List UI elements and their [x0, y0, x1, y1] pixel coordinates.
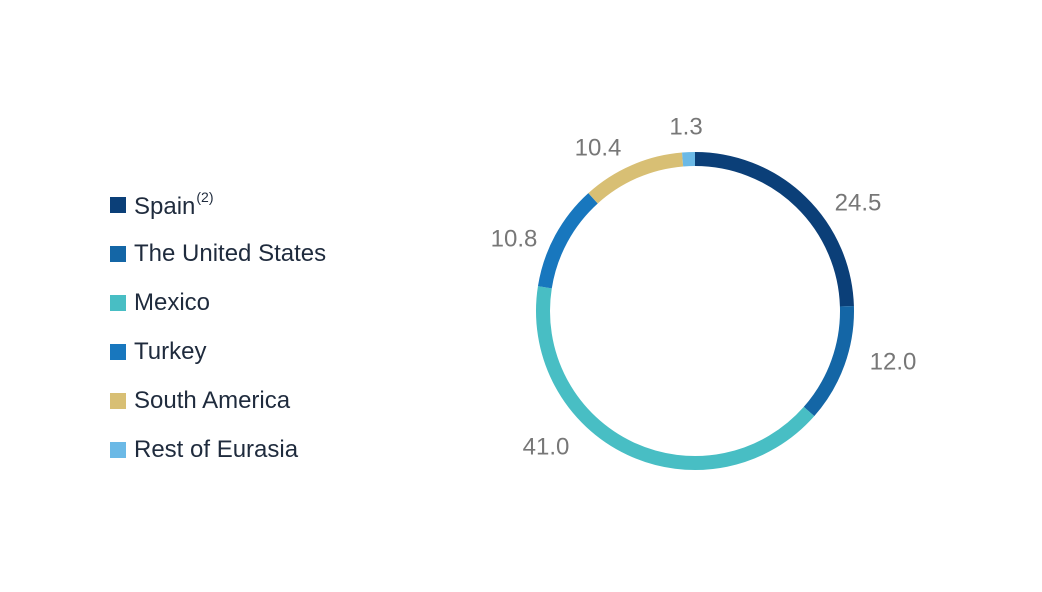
legend-label-spain: Spain(2)	[134, 188, 214, 220]
legend-label-the-united-states: The United States	[134, 239, 327, 267]
donut-segment-mexico	[536, 286, 815, 470]
data-label-spain: 24.5	[835, 189, 882, 216]
legend-item-mexico: Mexico	[110, 278, 326, 327]
legend-label-rest-of-eurasia: Rest of Eurasia	[134, 435, 299, 463]
donut-segment-spain	[694, 152, 854, 307]
donut-arcs	[536, 152, 854, 470]
legend-item-turkey: Turkey	[110, 327, 326, 376]
donut-segment-the-united-states	[803, 306, 854, 417]
data-label-south-america: 10.4	[575, 134, 622, 161]
legend-swatch-south-america	[110, 392, 126, 409]
legend-item-south-america: South America	[110, 376, 326, 425]
data-label-turkey: 10.8	[491, 225, 538, 252]
data-label-rest-of-eurasia: 1.3	[669, 113, 702, 140]
donut-segment-turkey	[537, 193, 598, 289]
data-label-mexico: 41.0	[523, 433, 570, 460]
legend-swatch-mexico	[110, 294, 126, 311]
chart-legend: Spain(2) The United States Mexico Turkey…	[110, 180, 326, 474]
donut-segment-south-america	[588, 152, 684, 204]
legend-label-mexico: Mexico	[134, 288, 211, 316]
legend-label-south-america: South America	[134, 386, 291, 414]
legend-item-the-united-states: The United States	[110, 229, 326, 278]
donut-segment-rest-of-eurasia	[682, 152, 696, 167]
legend-footnote-spain: (2)	[196, 188, 214, 205]
legend-swatch-the-united-states	[110, 245, 126, 262]
legend-item-spain: Spain(2)	[110, 180, 326, 229]
legend-swatch-turkey	[110, 343, 126, 360]
legend-label-turkey: Turkey	[134, 337, 207, 365]
legend-swatch-rest-of-eurasia	[110, 441, 126, 458]
donut-data-labels: 24.5 12.0 41.0 10.8 10.4 1.3	[491, 113, 917, 460]
data-label-the-united-states: 12.0	[870, 348, 917, 375]
legend-swatch-spain	[110, 196, 126, 213]
legend-item-rest-of-eurasia: Rest of Eurasia	[110, 425, 326, 474]
